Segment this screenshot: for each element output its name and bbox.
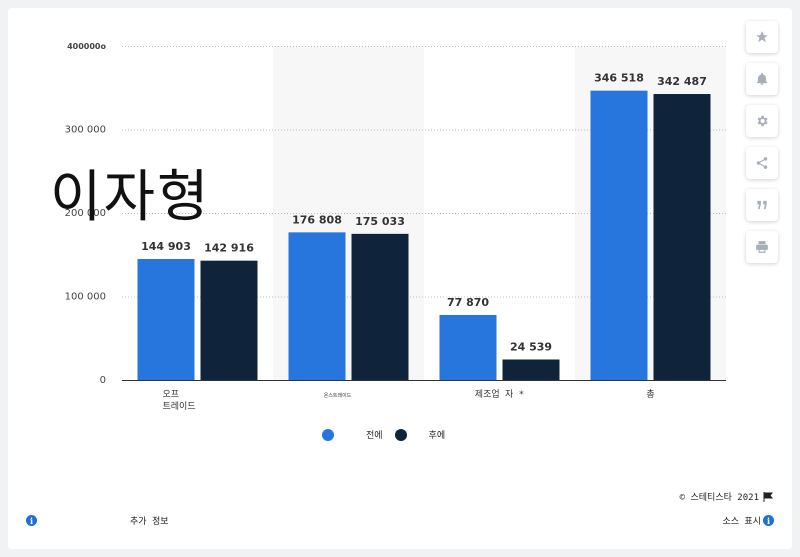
bar-value-label: 346 518: [594, 72, 644, 85]
legend: 전에 후에: [322, 428, 445, 441]
x-tick-label: 온스트레이드: [324, 392, 352, 399]
bar-labels: 144 903 142 916 176 808 175 033 77 870 24 539…: [141, 72, 707, 354]
overlay-text: 이자형: [50, 165, 211, 230]
cite-button[interactable]: [746, 189, 778, 221]
source-info-icon: i: [763, 515, 774, 526]
share-button[interactable]: [746, 147, 778, 179]
bar[interactable]: [590, 90, 648, 380]
legend-label-before[interactable]: 전에: [366, 431, 383, 441]
bar[interactable]: [137, 259, 195, 380]
x-tick-label: 오프 트레이드: [163, 389, 196, 412]
bar-value-label: 342 487: [657, 75, 707, 88]
flag-icon[interactable]: [763, 491, 774, 502]
bar[interactable]: [502, 359, 560, 380]
bar-value-label: 142 916: [204, 242, 254, 255]
bar[interactable]: [200, 260, 258, 380]
bar[interactable]: [439, 314, 497, 380]
bar-value-label: 144 903: [141, 240, 191, 253]
y-axis-ticks: 0 100 000 200 000 300 000 400000o: [65, 42, 107, 386]
bar[interactable]: [351, 233, 409, 380]
bell-icon: [756, 72, 768, 85]
favorite-button[interactable]: [746, 21, 778, 53]
y-tick-label: 400000o: [67, 42, 106, 51]
star-icon: [756, 31, 768, 43]
share-icon: [756, 157, 768, 169]
legend-label-after[interactable]: 후에: [428, 431, 446, 441]
gear-icon: [757, 115, 768, 127]
legend-dot-before[interactable]: [322, 428, 334, 441]
bar-value-label: 24 539: [510, 341, 552, 354]
x-axis-ticks: 오프 트레이드 온스트레이드 제조업 자 * 총: [163, 389, 655, 412]
x-tick-label: 총: [646, 389, 654, 400]
print-icon: [756, 241, 768, 253]
more-info-link[interactable]: i 추가 정보: [26, 514, 169, 527]
show-source-label[interactable]: 소스 표시: [722, 517, 761, 527]
y-tick-label: 200 000: [65, 208, 106, 219]
info-icon: i: [26, 515, 37, 526]
print-button[interactable]: [746, 231, 778, 263]
bar-value-label: 77 870: [447, 296, 489, 309]
settings-button[interactable]: [746, 105, 778, 137]
bar[interactable]: [653, 94, 711, 381]
y-tick-label: 100 000: [65, 292, 106, 303]
show-source-link[interactable]: 소스 표시 i: [722, 514, 774, 527]
x-tick-label: 제조업 자 *: [475, 389, 524, 400]
quote-icon: [757, 200, 767, 210]
y-tick-label: 300 000: [65, 125, 106, 136]
credit-text[interactable]: © 스테티스타 2021: [679, 493, 759, 503]
notification-button[interactable]: [746, 63, 778, 95]
more-info-label[interactable]: 추가 정보: [130, 517, 169, 527]
statista-credit[interactable]: © 스테티스타 2021: [680, 490, 774, 503]
bar-value-label: 176 808: [292, 213, 342, 226]
y-tick-label: 0: [100, 375, 106, 386]
bars: [137, 90, 711, 381]
legend-dot-after[interactable]: [394, 428, 407, 441]
bar[interactable]: [288, 232, 346, 380]
bar-value-label: 175 033: [355, 215, 405, 228]
